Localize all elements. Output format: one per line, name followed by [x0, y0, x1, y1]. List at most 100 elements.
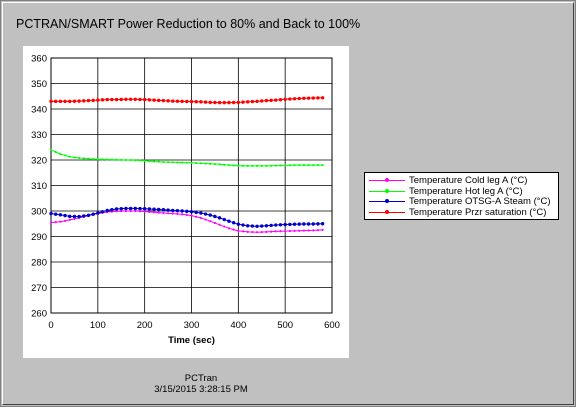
data-point-interp [129, 209, 132, 213]
y-tick-label: 280 [31, 258, 47, 269]
data-point-interp [63, 154, 67, 157]
data-point [77, 99, 81, 103]
data-point [321, 164, 324, 167]
legend-item: Temperature Hot leg A (°C) [365, 185, 560, 197]
footer-app-name: PCTran [184, 373, 218, 384]
legend-label: Temperature Hot leg A (°C) [409, 185, 523, 197]
data-point-interp [166, 99, 170, 103]
data-point-interp [260, 99, 264, 103]
legend-item: Temperature Cold leg A (°C) [365, 175, 560, 186]
data-point-interp [120, 158, 123, 161]
data-point [246, 164, 249, 167]
data-point-interp [241, 223, 245, 227]
data-point [59, 153, 62, 156]
data-point-interp [119, 207, 123, 211]
data-point [199, 216, 202, 219]
data-point-interp [72, 214, 77, 219]
data-point-interp [269, 98, 273, 103]
data-point-interp [63, 99, 67, 104]
data-point-interp [91, 98, 95, 103]
data-point-interp [110, 158, 113, 161]
y-tick-label: 360 [31, 54, 47, 65]
data-point [265, 230, 268, 234]
data-point [180, 209, 184, 213]
data-point-interp [138, 97, 142, 102]
data-point [152, 160, 156, 163]
data-point-interp [241, 230, 245, 233]
data-point [115, 210, 118, 213]
data-point-interp [306, 96, 311, 100]
legend-label: Temperature Cold leg A (°C) [409, 175, 528, 186]
data-point [274, 223, 278, 227]
data-point-interp [298, 164, 301, 167]
data-point [246, 224, 250, 228]
data-point-interp [73, 217, 76, 221]
data-point [161, 98, 166, 103]
data-point [292, 97, 297, 101]
data-point [227, 164, 231, 167]
data-point [87, 157, 90, 160]
data-point [152, 98, 156, 102]
data-point-interp [138, 210, 142, 213]
data-point-interp [185, 213, 188, 217]
data-point-interp [92, 157, 95, 161]
data-point-interp [120, 210, 123, 213]
data-point [68, 218, 71, 222]
data-point [208, 100, 212, 105]
x-tick-label: 300 [184, 320, 200, 331]
data-point-interp [147, 207, 152, 211]
data-point-interp [185, 161, 188, 164]
data-point-interp [222, 217, 226, 222]
data-point-interp [316, 229, 320, 232]
data-point [68, 214, 72, 219]
data-point [311, 222, 315, 226]
data-point [227, 219, 231, 223]
y-tick-label: 290 [31, 232, 47, 243]
data-point [264, 98, 269, 103]
data-point [152, 211, 156, 214]
data-point [114, 97, 119, 102]
data-point-interp [297, 222, 301, 226]
data-point-interp [53, 212, 58, 216]
data-point [255, 99, 259, 104]
data-point-interp [203, 212, 208, 216]
data-point [227, 100, 231, 105]
data-point-interp [260, 230, 263, 234]
chart-legend: Temperature Cold leg A (°C) Temperature H… [364, 172, 559, 220]
data-point [302, 222, 306, 226]
data-point [68, 155, 71, 158]
data-point-interp [260, 164, 263, 167]
data-point [124, 158, 128, 162]
data-point-interp [148, 210, 151, 213]
data-point [96, 211, 100, 215]
data-point-interp [279, 230, 282, 233]
data-point-interp [138, 206, 142, 211]
data-point-interp [204, 162, 207, 165]
data-point [321, 228, 324, 231]
data-point [237, 229, 240, 232]
data-point [124, 209, 128, 213]
data-point-interp [194, 210, 198, 215]
data-point-interp [307, 164, 310, 167]
data-point-interp [176, 212, 179, 216]
data-point-interp [175, 209, 180, 213]
data-point [143, 159, 146, 162]
y-tick-label: 320 [31, 156, 47, 167]
data-point-interp [232, 228, 235, 231]
data-point [255, 164, 259, 167]
data-point-interp [147, 98, 152, 102]
data-point [171, 161, 174, 164]
data-point-interp [110, 208, 114, 212]
data-point-interp [222, 100, 226, 105]
data-point-interp [251, 230, 254, 234]
data-point [283, 97, 287, 102]
data-point [255, 224, 259, 228]
legend-label: Temperature Przr saturation (°C) [409, 206, 547, 218]
data-point-interp [223, 225, 226, 228]
data-point [114, 207, 119, 211]
data-point-interp [213, 221, 217, 225]
data-point-interp [63, 219, 67, 222]
data-point [142, 207, 147, 211]
